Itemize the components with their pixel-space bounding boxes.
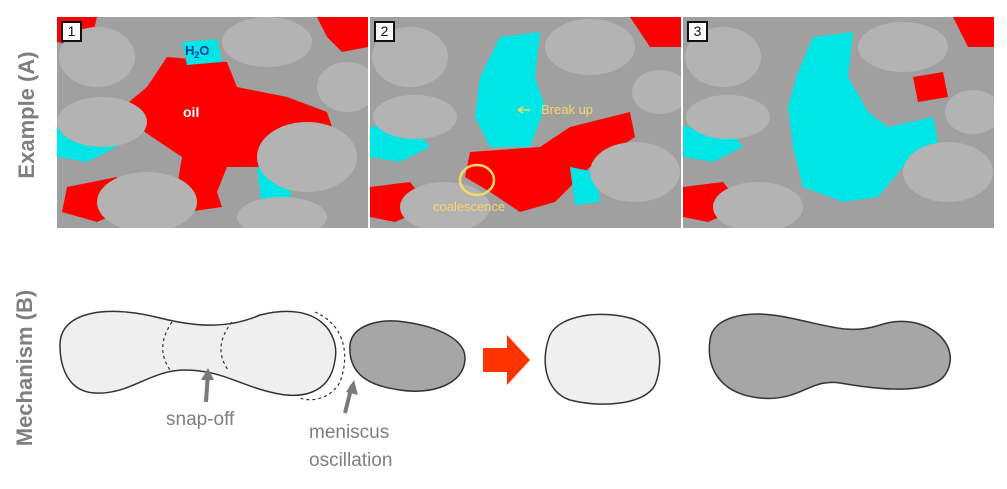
meniscus-dashed-curve (299, 311, 346, 401)
merged-dark-blob (708, 313, 952, 400)
water-blob (788, 32, 938, 202)
pore-image-1: H2O oil (57, 17, 368, 228)
svg-text:H2O: H2O (185, 43, 210, 60)
water-blob (182, 39, 222, 65)
water-label: H (185, 43, 194, 58)
light-droplet (544, 313, 661, 405)
meniscus-label-line2: oscillation (309, 450, 392, 471)
water-blob (475, 32, 545, 147)
transition-arrow-icon (483, 335, 530, 385)
example-panel-3: 3 (683, 17, 994, 228)
example-panel-1: H2O oil 1 (57, 17, 368, 228)
panel-number-1: 1 (61, 21, 82, 42)
snap-off-blob (59, 310, 337, 396)
oil-blob (117, 57, 332, 212)
snap-off-label: snap-off (166, 409, 235, 430)
oil-label: oil (183, 104, 199, 120)
dark-droplet (349, 320, 466, 392)
coalescence-circle (458, 163, 496, 197)
pore-image-3 (683, 17, 994, 228)
panel-number-2: 2 (374, 21, 395, 42)
coalescence-label: coalescence (433, 199, 505, 214)
break-up-label: Break up (541, 102, 593, 117)
pore-image-2: Break up coalescence (370, 17, 681, 228)
oil-blob (465, 112, 635, 212)
panel-number-3: 3 (687, 21, 708, 42)
example-panel-2: Break up coalescence 2 (370, 17, 681, 228)
meniscus-label-line1: meniscus (309, 422, 389, 443)
